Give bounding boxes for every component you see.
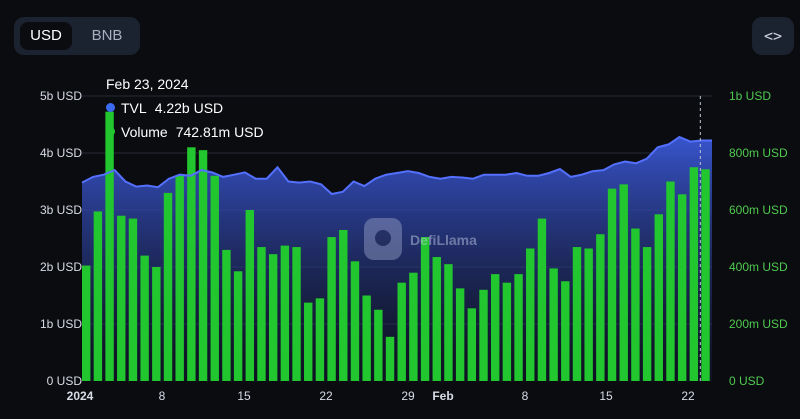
volume-bar (642, 247, 652, 381)
volume-bar (467, 308, 477, 381)
volume-bar (549, 268, 558, 381)
volume-bar (105, 111, 114, 382)
volume-bar (140, 255, 149, 381)
right-axis-tick-label: 600m USD (729, 203, 788, 217)
tooltip-volume-label: Volume (121, 124, 168, 140)
volume-bar (233, 271, 243, 381)
right-axis-tick-label: 0 USD (729, 374, 765, 388)
left-axis-tick-label: 3b USD (40, 203, 82, 217)
usd-toggle-option[interactable]: USD (20, 22, 72, 50)
tvl-legend-dot (106, 103, 115, 112)
right-axis-tick-label: 1b USD (729, 89, 771, 103)
x-axis-tick-label: 22 (681, 389, 695, 403)
volume-bar (350, 261, 360, 381)
volume-bar (701, 169, 710, 381)
volume-bar (257, 247, 266, 381)
volume-bar (607, 188, 617, 381)
tvl-line (81, 135, 712, 196)
tooltip-volume-value: 742.81m USD (175, 124, 264, 140)
embed-code-button[interactable]: <> (752, 17, 794, 55)
left-axis-tick-label: 1b USD (40, 317, 82, 331)
volume-legend-dot (106, 127, 115, 136)
currency-toggle: USD BNB (14, 17, 140, 55)
volume-bar (444, 264, 453, 381)
volume-bar (397, 282, 406, 381)
volume-bar (187, 147, 196, 381)
tooltip-date: Feb 23, 2024 (106, 76, 189, 92)
tooltip-tvl-row: TVL 4.22b USD (106, 100, 223, 116)
x-axis-tick-label: 8 (159, 389, 166, 403)
volume-bar (292, 247, 301, 381)
volume-bar (514, 274, 523, 381)
volume-bar (654, 214, 663, 381)
x-axis-tick-label: 29 (401, 389, 415, 403)
volume-bar (93, 211, 103, 381)
volume-bar (222, 249, 231, 381)
tooltip-tvl-label: TVL (121, 100, 147, 116)
x-axis-tick-label: Feb (432, 389, 453, 403)
volume-bar (537, 218, 547, 381)
x-axis-tick-label: 2024 (67, 389, 94, 403)
left-axis-tick-label: 5b USD (40, 89, 82, 103)
volume-bar (502, 282, 512, 381)
tooltip-tvl-value: 4.22b USD (154, 100, 224, 116)
x-axis-tick-label: 15 (237, 389, 251, 403)
x-axis: 2024 8 15 22 29 Feb 8 15 22 (67, 389, 695, 403)
watermark-text: DefiLlama (410, 232, 477, 248)
volume-bar (245, 210, 255, 381)
defillama-watermark: DefiLlama (364, 218, 477, 260)
right-axis: 0 USD 200m USD 400m USD 600m USD 800m USD 1b … (729, 89, 788, 388)
volume-bar (327, 237, 336, 381)
volume-bar (490, 274, 500, 381)
volume-bar (572, 247, 582, 381)
x-axis-tick-label: 8 (522, 389, 529, 403)
volume-bar (362, 295, 371, 381)
volume-bar (152, 267, 161, 381)
volume-bar (689, 167, 699, 381)
volume-bar (339, 229, 348, 381)
volume-bar (385, 336, 395, 381)
volume-bar (666, 181, 675, 381)
volume-bar (304, 302, 313, 381)
volume-bar (268, 254, 278, 381)
volume-bar (596, 234, 605, 381)
volume-bar (117, 215, 126, 381)
volume-bar (198, 150, 208, 381)
volume-bar (374, 309, 383, 381)
volume-bar (455, 288, 465, 381)
left-axis: 0 USD 1b USD 2b USD 3b USD 4b USD 5b USD (40, 89, 82, 388)
tooltip-volume-row: Volume 742.81m USD (106, 124, 264, 140)
volume-bar (315, 298, 325, 381)
volume-bar (526, 248, 535, 381)
volume-bar (82, 265, 91, 381)
left-axis-tick-label: 4b USD (40, 146, 82, 160)
right-axis-tick-label: 800m USD (729, 146, 788, 160)
volume-bar (210, 175, 219, 381)
volume-bar (677, 194, 687, 381)
left-axis-tick-label: 0 USD (47, 374, 83, 388)
volume-bar (175, 175, 184, 381)
x-axis-tick-label: 15 (599, 389, 613, 403)
volume-bars (82, 111, 710, 382)
right-axis-tick-label: 400m USD (729, 260, 788, 274)
right-axis-tick-label: 200m USD (729, 317, 788, 331)
volume-bar (584, 248, 593, 381)
code-brackets-icon: <> (763, 27, 783, 45)
bnb-toggle-option[interactable]: BNB (91, 27, 123, 44)
volume-bar (619, 184, 628, 381)
left-axis-tick-label: 2b USD (40, 260, 82, 274)
volume-bar (128, 218, 138, 381)
volume-bar (163, 192, 173, 381)
volume-bar (280, 245, 290, 381)
volume-bar (420, 237, 430, 381)
volume-bar (409, 272, 418, 381)
volume-bar (479, 289, 488, 381)
volume-bar (432, 257, 441, 381)
x-axis-tick-label: 22 (319, 389, 333, 403)
volume-bar (631, 228, 640, 381)
volume-bar (561, 281, 570, 381)
